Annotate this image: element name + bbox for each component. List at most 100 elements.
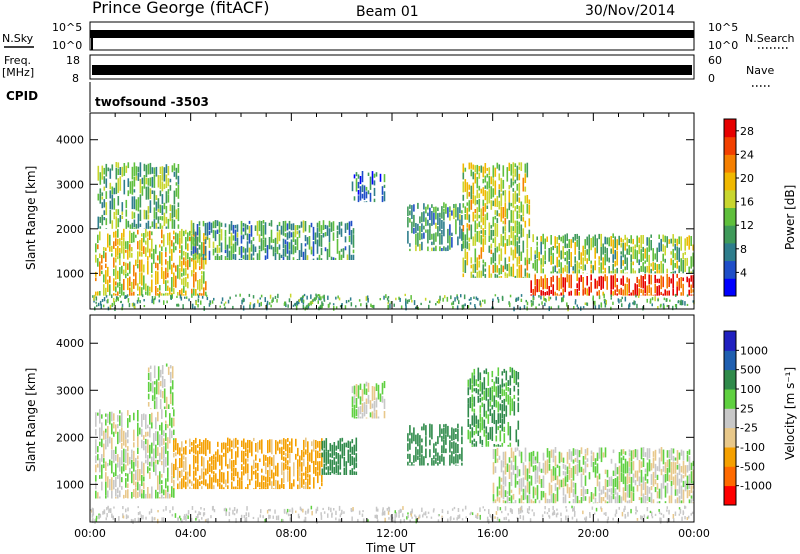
power-colorbar-segment — [724, 189, 736, 208]
colorbar-layer: 4 8 12 16 20 24 28 1000 500 100 25 -25 -100 -500 -1000 — [723, 118, 772, 506]
ytick-label: 3000 — [56, 178, 84, 191]
power-colorbar-tick-label: 20 — [740, 172, 754, 185]
power-colorbar-segment — [724, 136, 736, 155]
velocity-near-range-echoes — [90, 505, 694, 524]
beam-title: Beam 01 — [356, 4, 419, 20]
power-colorbar-tick-label: 12 — [740, 219, 754, 232]
ytick-label: 4000 — [56, 134, 84, 147]
power-colorbar-tick-label: 8 — [740, 243, 747, 256]
ytick-label: 2000 — [56, 223, 84, 236]
velocity-colorbar-tick-label: 500 — [740, 364, 761, 377]
noise-trace — [90, 30, 694, 38]
power-region-4 — [407, 202, 463, 252]
velocity-region-4 — [351, 381, 386, 419]
power-colorbar-segment — [724, 242, 736, 262]
noise-tick-bottom-left: 10^0 — [52, 39, 82, 52]
ytick-label: 3000 — [56, 384, 84, 397]
nave-tick-bottom: 0 — [708, 72, 715, 85]
cpid-value: twofsound -3503 — [95, 95, 209, 109]
power-region-6 — [530, 273, 694, 296]
power-colorbar-frame — [723, 118, 737, 297]
power-heatmap-layer — [92, 162, 695, 312]
velocity-colorbar-segment — [724, 331, 736, 351]
nave-tick-top: 60 — [708, 54, 722, 67]
station-title: Prince George (fitACF) — [92, 0, 270, 17]
velocity-region-2 — [173, 437, 323, 490]
velocity-region-6 — [467, 366, 520, 447]
power-region-5 — [462, 162, 531, 278]
velocity-region-7 — [492, 447, 695, 504]
freq-label: Freq. — [4, 54, 31, 67]
velocity-colorbar-tick-label: -1000 — [740, 480, 772, 493]
power-near-range-echoes — [92, 293, 695, 312]
power-region-0 — [95, 228, 207, 296]
velocity-colorbar-segment — [724, 350, 736, 371]
x-axis-label: Time UT — [365, 541, 416, 554]
power-region-7 — [530, 233, 694, 274]
velocity-region-0 — [95, 409, 175, 499]
noise-panel: N.Sky 10^5 10^0 10^5 10^0 N.Search — [2, 21, 795, 52]
xtick-label: 16:00 — [477, 527, 509, 540]
velocity-colorbar-segment — [724, 485, 736, 506]
noise-tick-bottom-right: 10^0 — [708, 39, 738, 52]
velocity-region-5 — [407, 423, 463, 466]
nave-label: Nave — [746, 64, 774, 77]
velocity-colorbar-tick-label: 1000 — [740, 344, 768, 357]
power-colorbar-tick-label: 24 — [740, 148, 754, 161]
power-colorbar-segment — [724, 278, 736, 297]
velocity-region-3 — [321, 437, 358, 475]
xtick-label: 04:00 — [175, 527, 207, 540]
power-region-1 — [97, 162, 180, 229]
power-colorbar-segment — [724, 260, 736, 279]
velocity-colorbar-tick-label: 100 — [740, 383, 761, 396]
power-colorbar-segment — [724, 225, 736, 244]
frequency-panel: Freq. [MHz] 18 8 60 0 Nave — [2, 54, 774, 87]
velocity-colorbar-tick-label: -500 — [740, 460, 765, 473]
power-colorbar-segment — [724, 172, 736, 191]
ytick-label: 2000 — [56, 431, 84, 444]
freq-tick-bottom: 8 — [72, 72, 79, 85]
power-ylabel: Slant Range [km] — [24, 166, 38, 270]
velocity-colorbar-segment — [724, 389, 736, 409]
xtick-label: 12:00 — [376, 527, 408, 540]
noise-tick-top-right: 10^5 — [708, 21, 738, 34]
xtick-label: 00:00 — [74, 527, 106, 540]
power-colorbar-segment — [724, 207, 736, 226]
velocity-colorbar-tick-label: 25 — [740, 402, 754, 415]
xtick-label: 08:00 — [275, 527, 307, 540]
nsearch-label: N.Search — [745, 32, 795, 45]
velocity-colorbar-frame — [723, 330, 737, 506]
velocity-colorbar-tick-label: -100 — [740, 441, 765, 454]
ytick-label: 4000 — [56, 337, 84, 350]
xtick-label: 00:00 — [678, 527, 710, 540]
ytick-label: 1000 — [56, 267, 84, 280]
cpid-label: CPID — [6, 89, 38, 103]
power-colorbar-label: Power [dB] — [783, 185, 797, 250]
freq-tick-top: 18 — [66, 54, 80, 67]
axes-layer: 1000 2000 3000 4000 1000 2000 3000 4000 00:00 04:… — [56, 113, 710, 540]
ytick-label: 1000 — [56, 478, 84, 491]
date-title: 30/Nov/2014 — [585, 3, 675, 19]
velocity-colorbar-segment — [724, 447, 736, 467]
velocity-colorbar-segment — [724, 369, 736, 390]
velocity-heatmap-layer — [90, 363, 695, 524]
velocity-colorbar-segment — [724, 466, 736, 487]
power-region-3 — [351, 171, 386, 203]
mhz-label: [MHz] — [2, 66, 34, 79]
velocity-region-1 — [147, 363, 174, 410]
power-colorbar-tick-label: 28 — [740, 125, 754, 138]
velocity-ylabel: Slant Range [km] — [24, 368, 38, 472]
power-region-2 — [190, 220, 355, 260]
velocity-colorbar-tick-label: -25 — [740, 422, 758, 435]
velocity-colorbar-segment — [724, 408, 736, 429]
xtick-label: 20:00 — [577, 527, 609, 540]
nsky-label: N.Sky — [2, 32, 34, 45]
velocity-colorbar-segment — [724, 427, 736, 448]
power-colorbar-tick-label: 4 — [740, 266, 747, 279]
velocity-colorbar-label: Velocity [m s⁻¹] — [783, 367, 797, 460]
power-colorbar-tick-label: 16 — [740, 196, 754, 209]
frequency-trace — [92, 65, 692, 75]
power-colorbar-segment — [724, 119, 736, 138]
noise-tick-top-left: 10^5 — [52, 21, 82, 34]
